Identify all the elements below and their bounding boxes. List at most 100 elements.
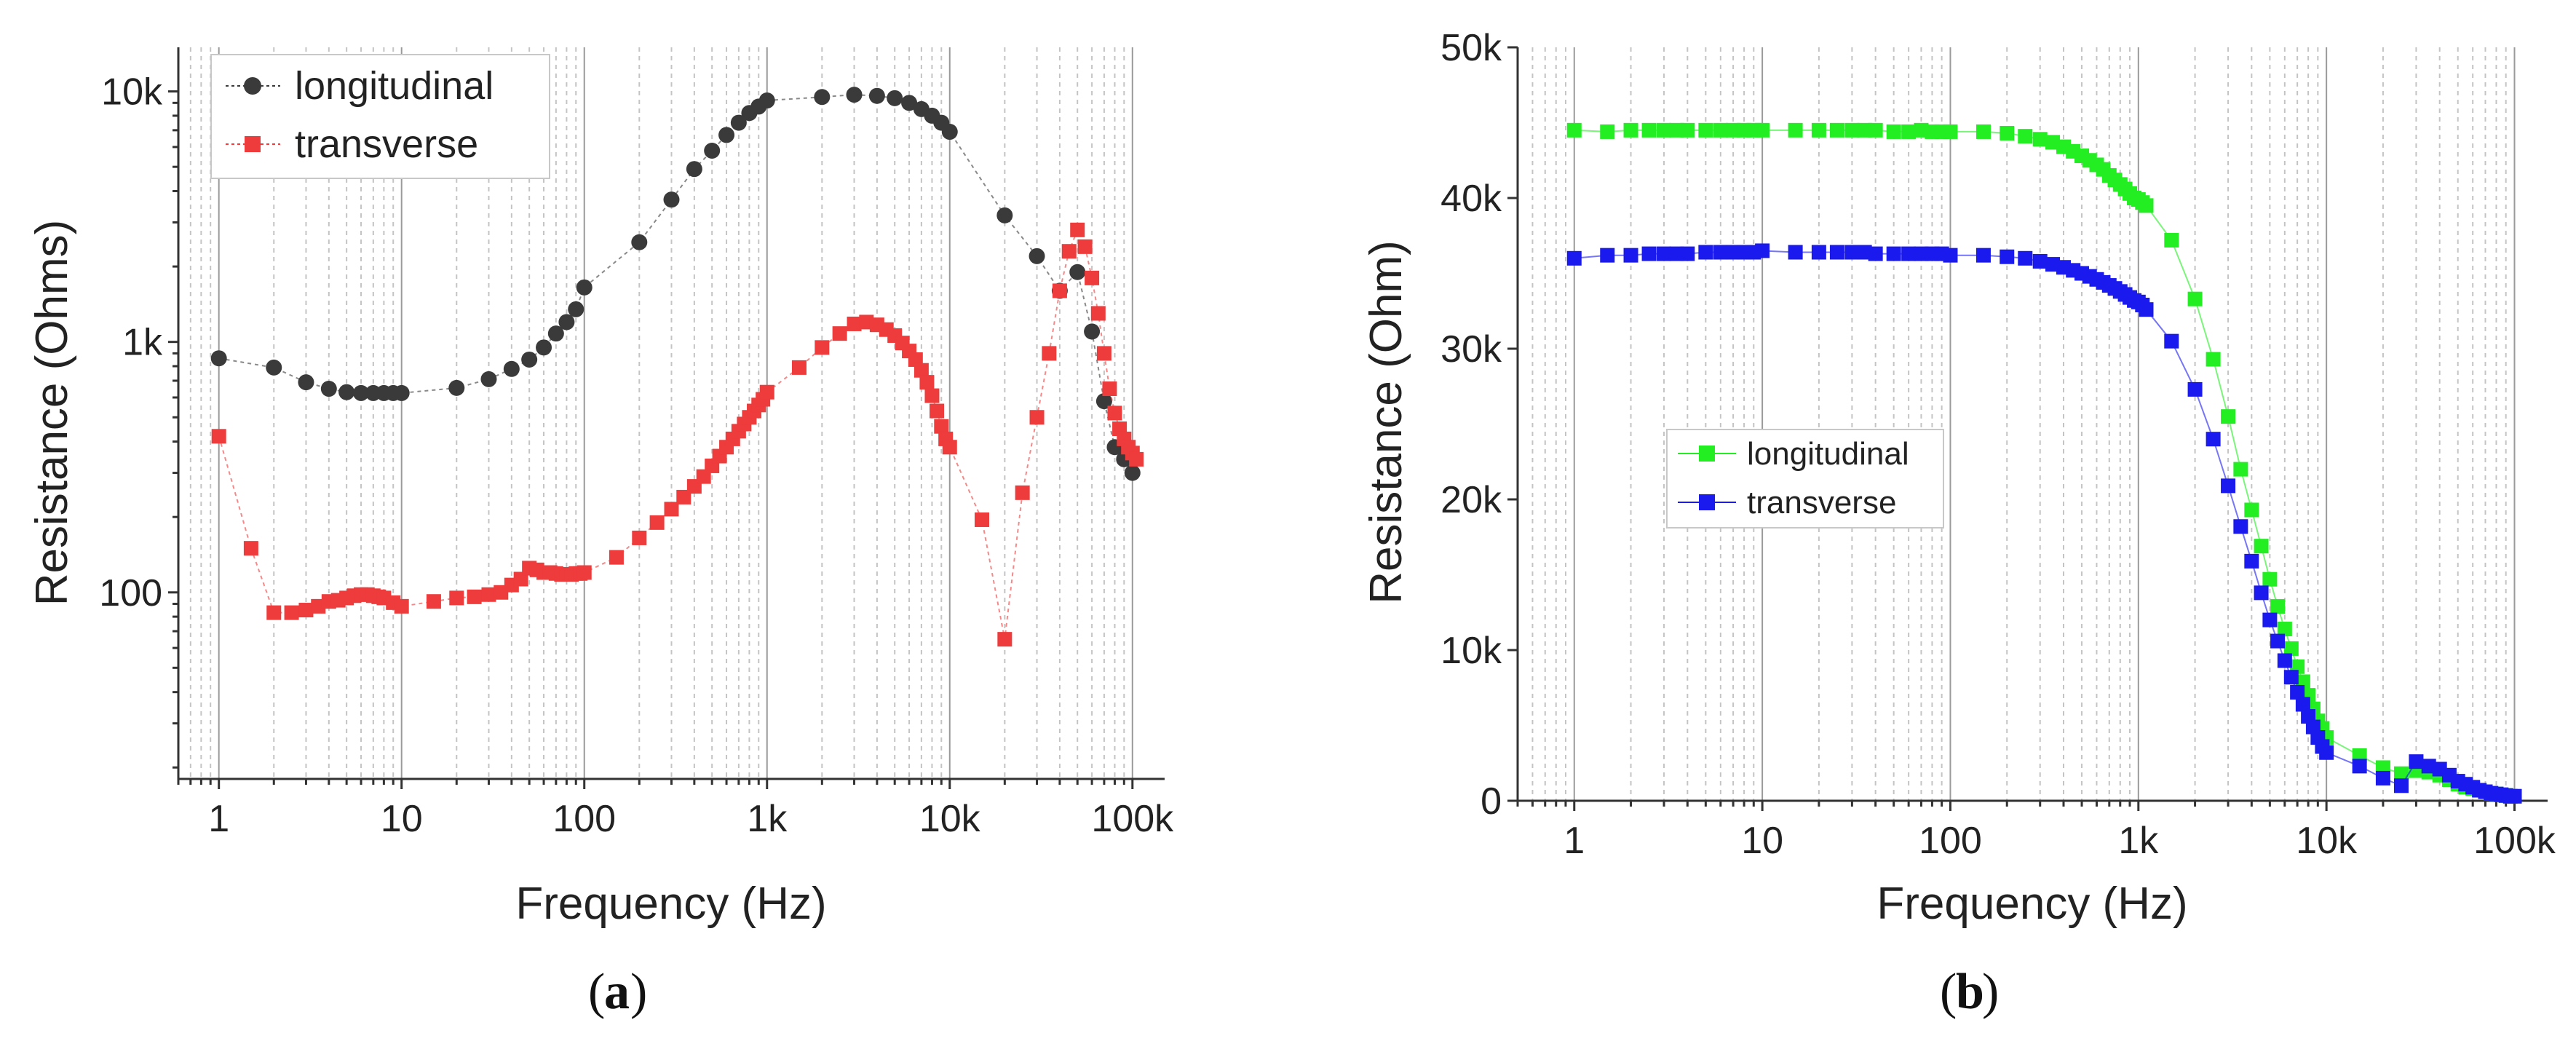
- panel-b-caption-open-paren: (: [1940, 964, 1957, 1020]
- b-data-point-longitudinal: [2221, 409, 2236, 424]
- b-data-point-transverse: [1975, 248, 1991, 263]
- panel-a-caption-open-paren: (: [588, 964, 605, 1020]
- a-data-point-longitudinal: [996, 207, 1013, 223]
- a-data-point-transverse: [1029, 410, 1045, 425]
- b-y-tick-label: 10k: [1440, 630, 1502, 672]
- a-data-point-transverse: [576, 565, 592, 580]
- b-data-point-transverse: [2244, 553, 2259, 569]
- b-data-point-transverse: [1566, 250, 1582, 266]
- b-data-point-transverse: [2187, 381, 2203, 397]
- b-data-point-longitudinal: [1713, 122, 1728, 138]
- panel-a-caption: ( a ): [588, 964, 647, 1020]
- panel-b-caption: ( b ): [1940, 964, 1999, 1020]
- b-data-point-longitudinal: [2254, 539, 2269, 554]
- b-data-point-transverse: [1829, 245, 1844, 260]
- a-x-tick-label: 10: [381, 798, 423, 840]
- a-data-point-transverse: [934, 419, 949, 434]
- panel-b-legend-marker-transverse: [1699, 494, 1715, 510]
- b-data-point-longitudinal: [1566, 122, 1582, 138]
- b-y-tick-label: 50k: [1440, 27, 1502, 69]
- panel-a: 1 10 100 1k 10k 100k 100 1k 10k longitudinal tra…: [27, 47, 1174, 1020]
- a-x-tick-label: 10k: [919, 798, 981, 840]
- a-data-point-transverse: [426, 594, 441, 609]
- b-data-point-longitudinal: [2187, 291, 2203, 306]
- a-data-point-transverse: [815, 340, 830, 355]
- b-data-point-transverse: [2164, 333, 2179, 349]
- b-data-point-transverse: [2221, 478, 2236, 494]
- b-data-point-transverse: [1680, 246, 1695, 261]
- panel-a-legend-marker-longitudinal: [244, 77, 261, 95]
- b-x-tick-label: 1: [1564, 820, 1585, 862]
- b-y-tick-label: 20k: [1440, 479, 1502, 521]
- a-data-point-longitudinal: [448, 379, 465, 396]
- a-data-point-transverse: [930, 403, 945, 419]
- b-data-point-longitudinal: [2244, 502, 2259, 518]
- a-data-point-longitudinal: [730, 114, 747, 131]
- b-data-point-transverse: [1755, 243, 1770, 258]
- panel-a-y-axis-title: Resistance (Ohms): [27, 220, 77, 606]
- a-data-point-longitudinal: [846, 87, 863, 103]
- b-y-tick-label: 40k: [1440, 178, 1502, 220]
- b-data-point-longitudinal: [2233, 462, 2248, 477]
- a-data-point-transverse: [759, 384, 774, 400]
- a-data-point-longitudinal: [393, 384, 410, 401]
- a-x-tick-label: 1: [208, 798, 229, 840]
- a-data-point-longitudinal: [663, 191, 680, 208]
- a-data-point-transverse: [1085, 270, 1100, 285]
- panel-a-legend-box: [210, 54, 550, 179]
- b-data-point-transverse: [1698, 245, 1713, 260]
- b-data-point-transverse: [2277, 653, 2292, 668]
- a-data-point-transverse: [664, 502, 679, 517]
- a-data-point-longitudinal: [868, 87, 885, 104]
- a-data-point-longitudinal: [503, 360, 520, 377]
- b-data-point-longitudinal: [1680, 122, 1695, 138]
- a-data-point-longitudinal: [887, 90, 903, 106]
- b-data-point-longitudinal: [1788, 122, 1803, 138]
- b-data-point-longitudinal: [1698, 122, 1713, 138]
- a-y-tick-label: 1k: [122, 322, 163, 364]
- a-data-point-transverse: [924, 388, 940, 403]
- a-data-point-longitudinal: [1069, 264, 1086, 280]
- a-data-point-transverse: [298, 603, 314, 618]
- b-y-tick-label: 0: [1481, 780, 1502, 823]
- a-data-point-longitudinal: [814, 89, 831, 106]
- a-data-point-transverse: [1061, 244, 1077, 259]
- b-data-point-transverse: [2290, 684, 2305, 700]
- a-data-point-transverse: [1090, 306, 1106, 321]
- a-data-point-transverse: [449, 590, 464, 606]
- b-data-point-transverse: [2319, 745, 2334, 760]
- b-data-point-transverse: [1943, 248, 1958, 263]
- a-x-tick-label: 100k: [1091, 798, 1174, 840]
- b-data-point-transverse: [1844, 245, 1860, 260]
- b-data-point-transverse: [1886, 246, 1901, 261]
- a-data-point-transverse: [513, 571, 528, 587]
- a-data-point-transverse: [1096, 346, 1111, 361]
- b-data-point-transverse: [2233, 519, 2248, 534]
- a-data-point-transverse: [847, 316, 862, 331]
- b-data-point-longitudinal: [1943, 124, 1958, 139]
- a-data-point-transverse: [942, 440, 957, 455]
- b-data-point-transverse: [1868, 246, 1883, 261]
- b-data-point-transverse: [1600, 248, 1615, 263]
- a-data-point-transverse: [997, 632, 1012, 647]
- b-data-point-transverse: [2206, 432, 2221, 447]
- b-data-point-transverse: [2262, 612, 2278, 628]
- a-data-point-transverse: [609, 550, 624, 565]
- panel-b-legend: longitudinal transverse: [1666, 429, 1944, 529]
- b-data-point-longitudinal: [2283, 641, 2299, 656]
- b-data-point-transverse: [2507, 788, 2522, 804]
- panel-b-y-axis-title: Resistance (Ohm): [1361, 240, 1411, 604]
- a-x-tick-label: 100: [552, 798, 616, 840]
- b-data-point-longitudinal: [1811, 122, 1826, 138]
- a-data-point-longitudinal: [941, 124, 958, 140]
- a-data-point-transverse: [1129, 451, 1144, 467]
- a-data-point-transverse: [481, 587, 496, 602]
- a-y-tick-label: 10k: [101, 71, 163, 114]
- b-x-tick-label: 1k: [2118, 820, 2159, 862]
- a-data-point-transverse: [1107, 405, 1122, 421]
- panel-a-caption-close-paren: ): [630, 964, 647, 1020]
- b-data-point-transverse: [1657, 246, 1672, 261]
- b-data-point-longitudinal: [2000, 125, 2015, 140]
- b-data-point-longitudinal: [2206, 352, 2221, 367]
